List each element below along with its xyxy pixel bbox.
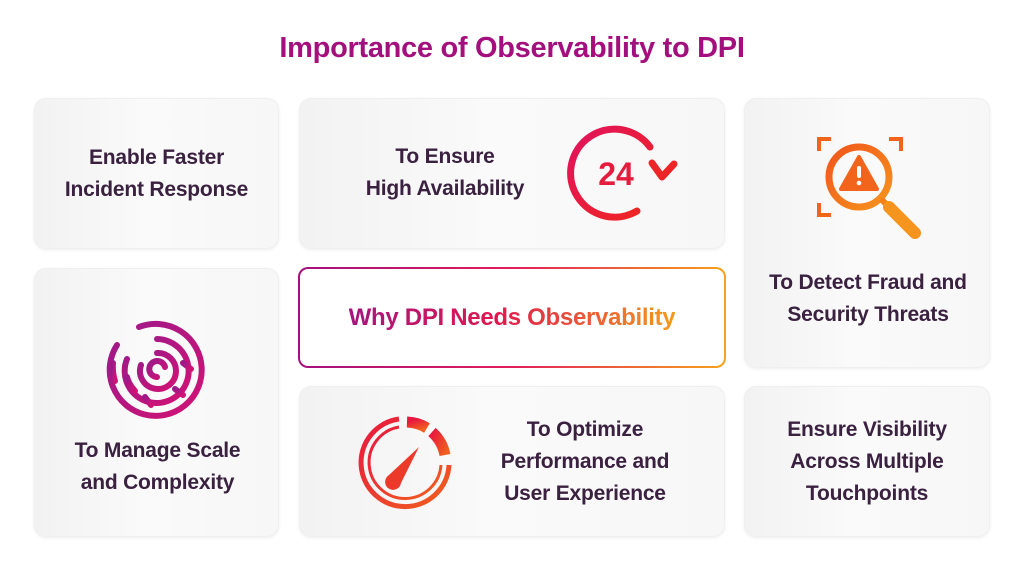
24-hour-clock-icon: 24 <box>567 125 678 221</box>
card-label-line: Touchpoints <box>805 481 929 505</box>
card-label-line: Performance and <box>500 450 670 473</box>
card-label: To Detect Fraud and Security Threats <box>745 267 991 331</box>
card-incident-response: Enable Faster Incident Response <box>34 98 279 249</box>
svg-text:24: 24 <box>598 156 634 192</box>
card-label-line: Across Multiple <box>790 449 944 473</box>
card-visibility: Ensure Visibility Across Multiple Touchp… <box>744 386 990 537</box>
card-label-line: To Detect Fraud and <box>769 271 967 294</box>
card-high-availability: To Ensure High Availability 24 <box>299 98 725 249</box>
card-label: Ensure Visibility Across Multiple Touchp… <box>787 414 947 510</box>
card-label-line: To Ensure <box>395 145 495 168</box>
center-label: Why DPI Needs Observability <box>348 303 676 331</box>
card-label-line: Incident Response <box>64 177 249 201</box>
card-label: To Manage Scale and Complexity <box>35 435 280 499</box>
card-label: To Ensure High Availability <box>340 141 550 205</box>
center-highlight-box: Why DPI Needs Observability <box>298 267 726 368</box>
card-label-line: Ensure Visibility <box>787 417 947 441</box>
card-label: Enable Faster Incident Response <box>64 142 249 206</box>
card-label-line: To Optimize <box>526 418 644 441</box>
magnifier-warning-icon <box>817 137 921 239</box>
card-label-line: and Complexity <box>80 471 235 494</box>
card-label-line: To Manage Scale <box>74 439 241 462</box>
card-label-line: Enable Faster <box>88 145 225 169</box>
card-scale-complexity: To Manage Scale and Complexity <box>34 268 279 537</box>
maze-icon <box>106 320 205 419</box>
page-title: Importance of Observability to DPI <box>279 32 745 64</box>
speedometer-icon <box>358 416 452 510</box>
card-label-line: Security Threats <box>787 303 949 326</box>
card-label-line: User Experience <box>504 482 666 505</box>
card-performance: To Optimize Performance and User Experie… <box>299 386 725 537</box>
card-label: To Optimize Performance and User Experie… <box>480 414 690 510</box>
card-label-line: High Availability <box>365 177 525 200</box>
card-fraud-detection: To Detect Fraud and Security Threats <box>744 98 990 368</box>
